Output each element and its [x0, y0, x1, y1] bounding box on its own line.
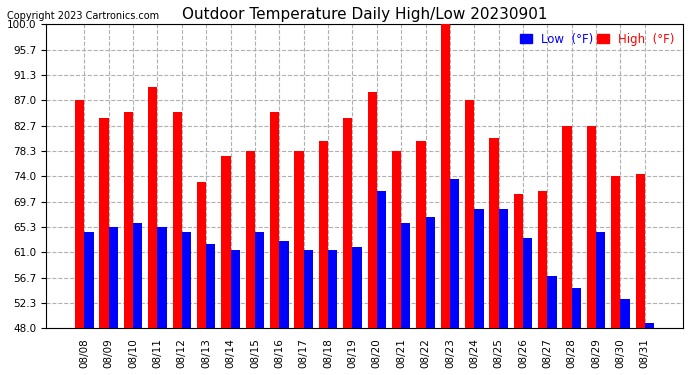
Bar: [523, 238, 532, 328]
Bar: [221, 156, 230, 328]
Bar: [474, 209, 484, 328]
Bar: [343, 118, 353, 328]
Bar: [75, 100, 84, 328]
Bar: [230, 249, 240, 328]
Bar: [84, 232, 94, 328]
Bar: [109, 227, 118, 328]
Bar: [401, 223, 411, 328]
Bar: [587, 126, 596, 328]
Bar: [514, 194, 523, 328]
Bar: [255, 232, 264, 328]
Bar: [426, 217, 435, 328]
Bar: [148, 87, 157, 328]
Bar: [611, 177, 620, 328]
Bar: [319, 141, 328, 328]
Bar: [441, 24, 450, 328]
Title: Outdoor Temperature Daily High/Low 20230901: Outdoor Temperature Daily High/Low 20230…: [182, 7, 547, 22]
Bar: [124, 112, 133, 328]
Bar: [328, 249, 337, 328]
Bar: [279, 241, 288, 328]
Legend: Low  (°F), High  (°F): Low (°F), High (°F): [518, 30, 677, 48]
Bar: [172, 112, 182, 328]
Bar: [562, 126, 572, 328]
Bar: [465, 100, 474, 328]
Bar: [182, 232, 191, 328]
Bar: [572, 288, 581, 328]
Bar: [246, 152, 255, 328]
Bar: [596, 232, 605, 328]
Bar: [270, 112, 279, 328]
Bar: [157, 227, 167, 328]
Bar: [353, 247, 362, 328]
Bar: [368, 92, 377, 328]
Bar: [99, 118, 109, 328]
Bar: [206, 244, 215, 328]
Bar: [197, 182, 206, 328]
Bar: [377, 191, 386, 328]
Bar: [620, 299, 630, 328]
Bar: [295, 152, 304, 328]
Text: Copyright 2023 Cartronics.com: Copyright 2023 Cartronics.com: [7, 11, 159, 21]
Bar: [635, 174, 645, 328]
Bar: [547, 276, 557, 328]
Bar: [133, 223, 142, 328]
Bar: [538, 191, 547, 328]
Bar: [304, 249, 313, 328]
Bar: [416, 141, 426, 328]
Bar: [450, 179, 459, 328]
Bar: [499, 209, 508, 328]
Bar: [489, 138, 499, 328]
Bar: [392, 152, 401, 328]
Bar: [645, 322, 654, 328]
